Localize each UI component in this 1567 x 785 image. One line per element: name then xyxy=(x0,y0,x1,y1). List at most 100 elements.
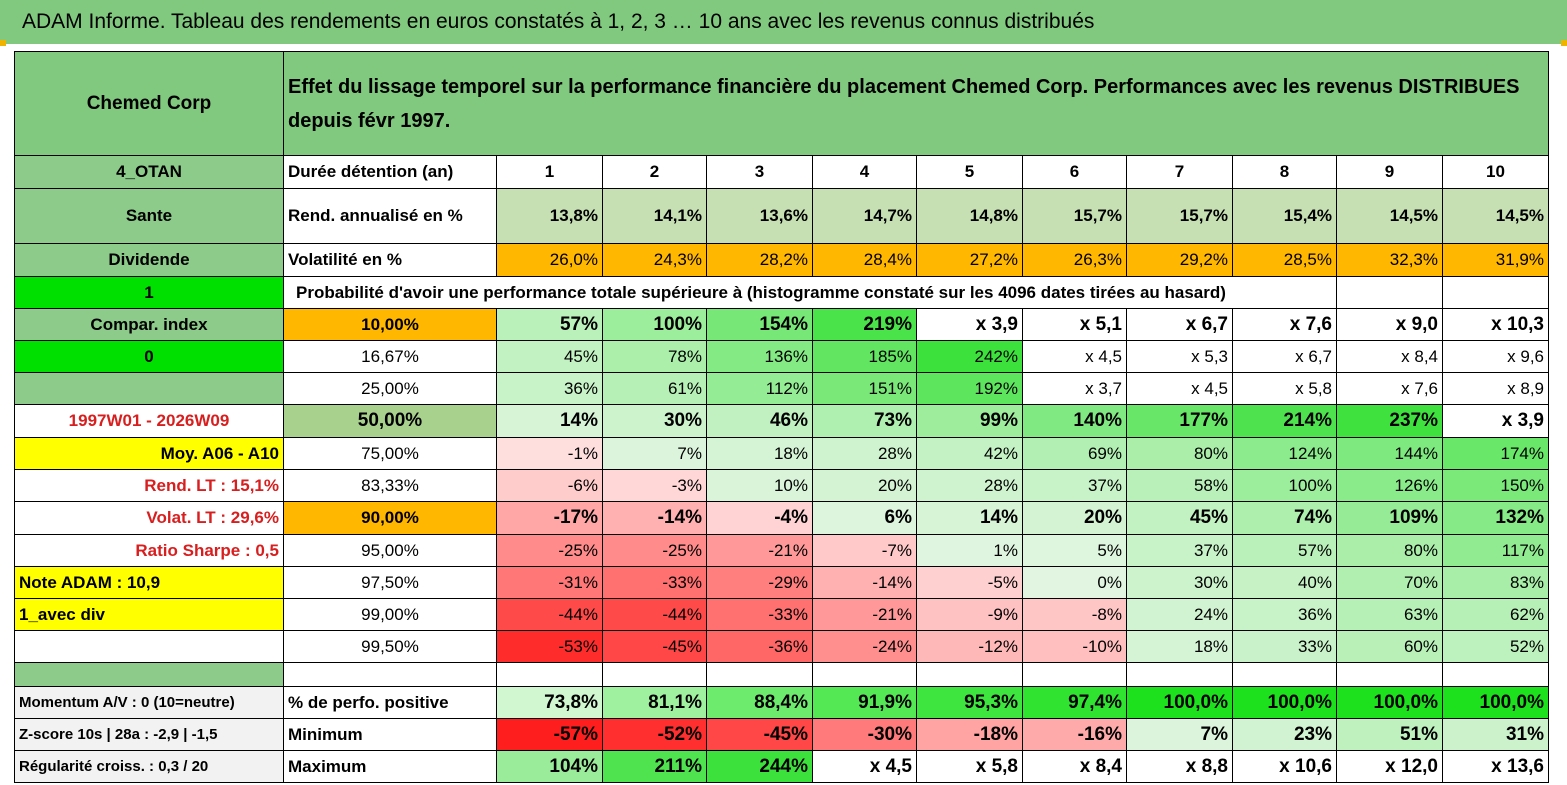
performance-value: x 7,6 xyxy=(1232,308,1337,341)
performance-value: x 7,6 xyxy=(1336,372,1443,405)
year-header: 10 xyxy=(1442,155,1549,189)
spacer-cell xyxy=(496,662,603,687)
performance-value: 57% xyxy=(1232,534,1337,567)
table-row xyxy=(14,662,1549,687)
performance-value: 10% xyxy=(706,469,813,502)
minimum-value: -18% xyxy=(916,718,1023,751)
performance-value: 100% xyxy=(1232,469,1337,502)
performance-value: 40% xyxy=(1232,566,1337,599)
performance-value: -29% xyxy=(706,566,813,599)
performance-value: -14% xyxy=(602,501,707,535)
performance-value: -14% xyxy=(812,566,917,599)
performance-value: 28% xyxy=(916,469,1023,502)
type-label: Dividende xyxy=(14,243,284,277)
spacer-cell xyxy=(1442,662,1549,687)
performance-value: -33% xyxy=(706,598,813,631)
volatility-value: 26,3% xyxy=(1022,243,1127,277)
spacer-cell xyxy=(1022,662,1127,687)
annual-return-value: 14,1% xyxy=(602,188,707,244)
maximum-value: 104% xyxy=(496,750,603,783)
performance-value: 61% xyxy=(602,372,707,405)
adam-score: Note ADAM : 10,9 xyxy=(14,566,284,599)
performance-value: 78% xyxy=(602,340,707,373)
performance-value: 140% xyxy=(1022,404,1127,438)
volatility-value: 24,3% xyxy=(602,243,707,277)
spacer-cell xyxy=(916,662,1023,687)
performance-value: 14% xyxy=(916,501,1023,535)
table-row: Régularité croiss. : 0,3 / 20 Maximum 104%… xyxy=(14,750,1549,783)
performance-value: 62% xyxy=(1442,598,1549,631)
maximum-value: x 10,6 xyxy=(1232,750,1337,783)
flag-zero: 0 xyxy=(14,340,284,373)
zscore-label: Z-score 10s | 28a : -2,9 | -1,5 xyxy=(14,718,284,751)
minimum-value: -52% xyxy=(602,718,707,751)
maximum-value: 211% xyxy=(602,750,707,783)
year-header: 8 xyxy=(1232,155,1337,189)
table-row: Ratio Sharpe : 0,5 95,00% -25% -25% -21% -7% 1… xyxy=(14,534,1549,567)
minimum-label: Minimum xyxy=(283,718,497,751)
positive-label: % de perfo. positive xyxy=(283,686,497,719)
performance-value: 20% xyxy=(812,469,917,502)
performance-value: -7% xyxy=(812,534,917,567)
year-header: 1 xyxy=(496,155,603,189)
performance-value: 7% xyxy=(602,437,707,470)
table-row: Momentum A/V : 0 (10=neutre)% de perfo. … xyxy=(14,686,1549,719)
performance-value: 192% xyxy=(916,372,1023,405)
volatility-value: 28,5% xyxy=(1232,243,1337,277)
spacer-label xyxy=(14,662,284,687)
year-header: 7 xyxy=(1126,155,1233,189)
spacer-cell xyxy=(706,662,813,687)
year-header: 2 xyxy=(602,155,707,189)
positive-value: 73,8% xyxy=(496,686,603,719)
minimum-value: -45% xyxy=(706,718,813,751)
spacer-cell xyxy=(1336,662,1443,687)
cell xyxy=(1336,276,1443,309)
table-row: Dividende Volatilité en % 26,0% 24,3% 28,2% 2… xyxy=(14,243,1549,277)
positive-value: 100,0% xyxy=(1232,686,1337,719)
performance-value: 69% xyxy=(1022,437,1127,470)
performance-value: 36% xyxy=(1232,598,1337,631)
performance-value: x 3,9 xyxy=(1442,404,1549,438)
regularity-label: Régularité croiss. : 0,3 / 20 xyxy=(14,750,284,783)
table-row: Moy. A06 - A10 75,00% -1% 7% 18% 28% 42% 69% 80%… xyxy=(14,437,1549,470)
performance-value: x 6,7 xyxy=(1232,340,1337,373)
positive-value: 95,3% xyxy=(916,686,1023,719)
table-row: 4_OTAN Durée détention (an) 1 2 3 4 5 6 7 8 9 10 xyxy=(14,155,1549,189)
performance-value: x 8,9 xyxy=(1442,372,1549,405)
empty-label xyxy=(14,630,284,663)
percentile-label: 95,00% xyxy=(283,534,497,567)
performance-value: 58% xyxy=(1126,469,1233,502)
table-row: Volat. LT : 29,6% 90,00% -17% -14% -4% 6% 14% 2… xyxy=(14,501,1549,535)
long-term-volatility: Volat. LT : 29,6% xyxy=(14,501,284,535)
positive-value: 81,1% xyxy=(602,686,707,719)
performance-value: x 10,3 xyxy=(1442,308,1549,341)
year-header: 9 xyxy=(1336,155,1443,189)
performance-value: -25% xyxy=(602,534,707,567)
performance-value: 14% xyxy=(496,404,603,438)
probability-caption: Probabilité d'avoir une performance tota… xyxy=(283,276,1337,309)
percentile-label: 99,00% xyxy=(283,598,497,631)
maximum-value: x 8,4 xyxy=(1022,750,1127,783)
volatility-value: 32,3% xyxy=(1336,243,1443,277)
percentile-label: 25,00% xyxy=(283,372,497,405)
performance-value: 18% xyxy=(1126,630,1233,663)
performance-value: 100% xyxy=(602,308,707,341)
performance-value: -8% xyxy=(1022,598,1127,631)
dividend-mode: 1_avec div xyxy=(14,598,284,631)
performance-value: 18% xyxy=(706,437,813,470)
minimum-value: 51% xyxy=(1336,718,1443,751)
performance-value: 45% xyxy=(1126,501,1233,535)
table-row: Rend. LT : 15,1% 83,33% -6% -3% 10% 20% 28% 37%… xyxy=(14,469,1549,502)
performance-value: -12% xyxy=(916,630,1023,663)
performance-value: 1% xyxy=(916,534,1023,567)
spacer-cell xyxy=(602,662,707,687)
spacer-cell xyxy=(812,662,917,687)
spacer-cell xyxy=(1126,662,1233,687)
performance-value: -53% xyxy=(496,630,603,663)
performance-value: 36% xyxy=(496,372,603,405)
performance-value: 74% xyxy=(1232,501,1337,535)
performance-value: -3% xyxy=(602,469,707,502)
performance-value: 45% xyxy=(496,340,603,373)
performance-value: -45% xyxy=(602,630,707,663)
percentile-label: 16,67% xyxy=(283,340,497,373)
